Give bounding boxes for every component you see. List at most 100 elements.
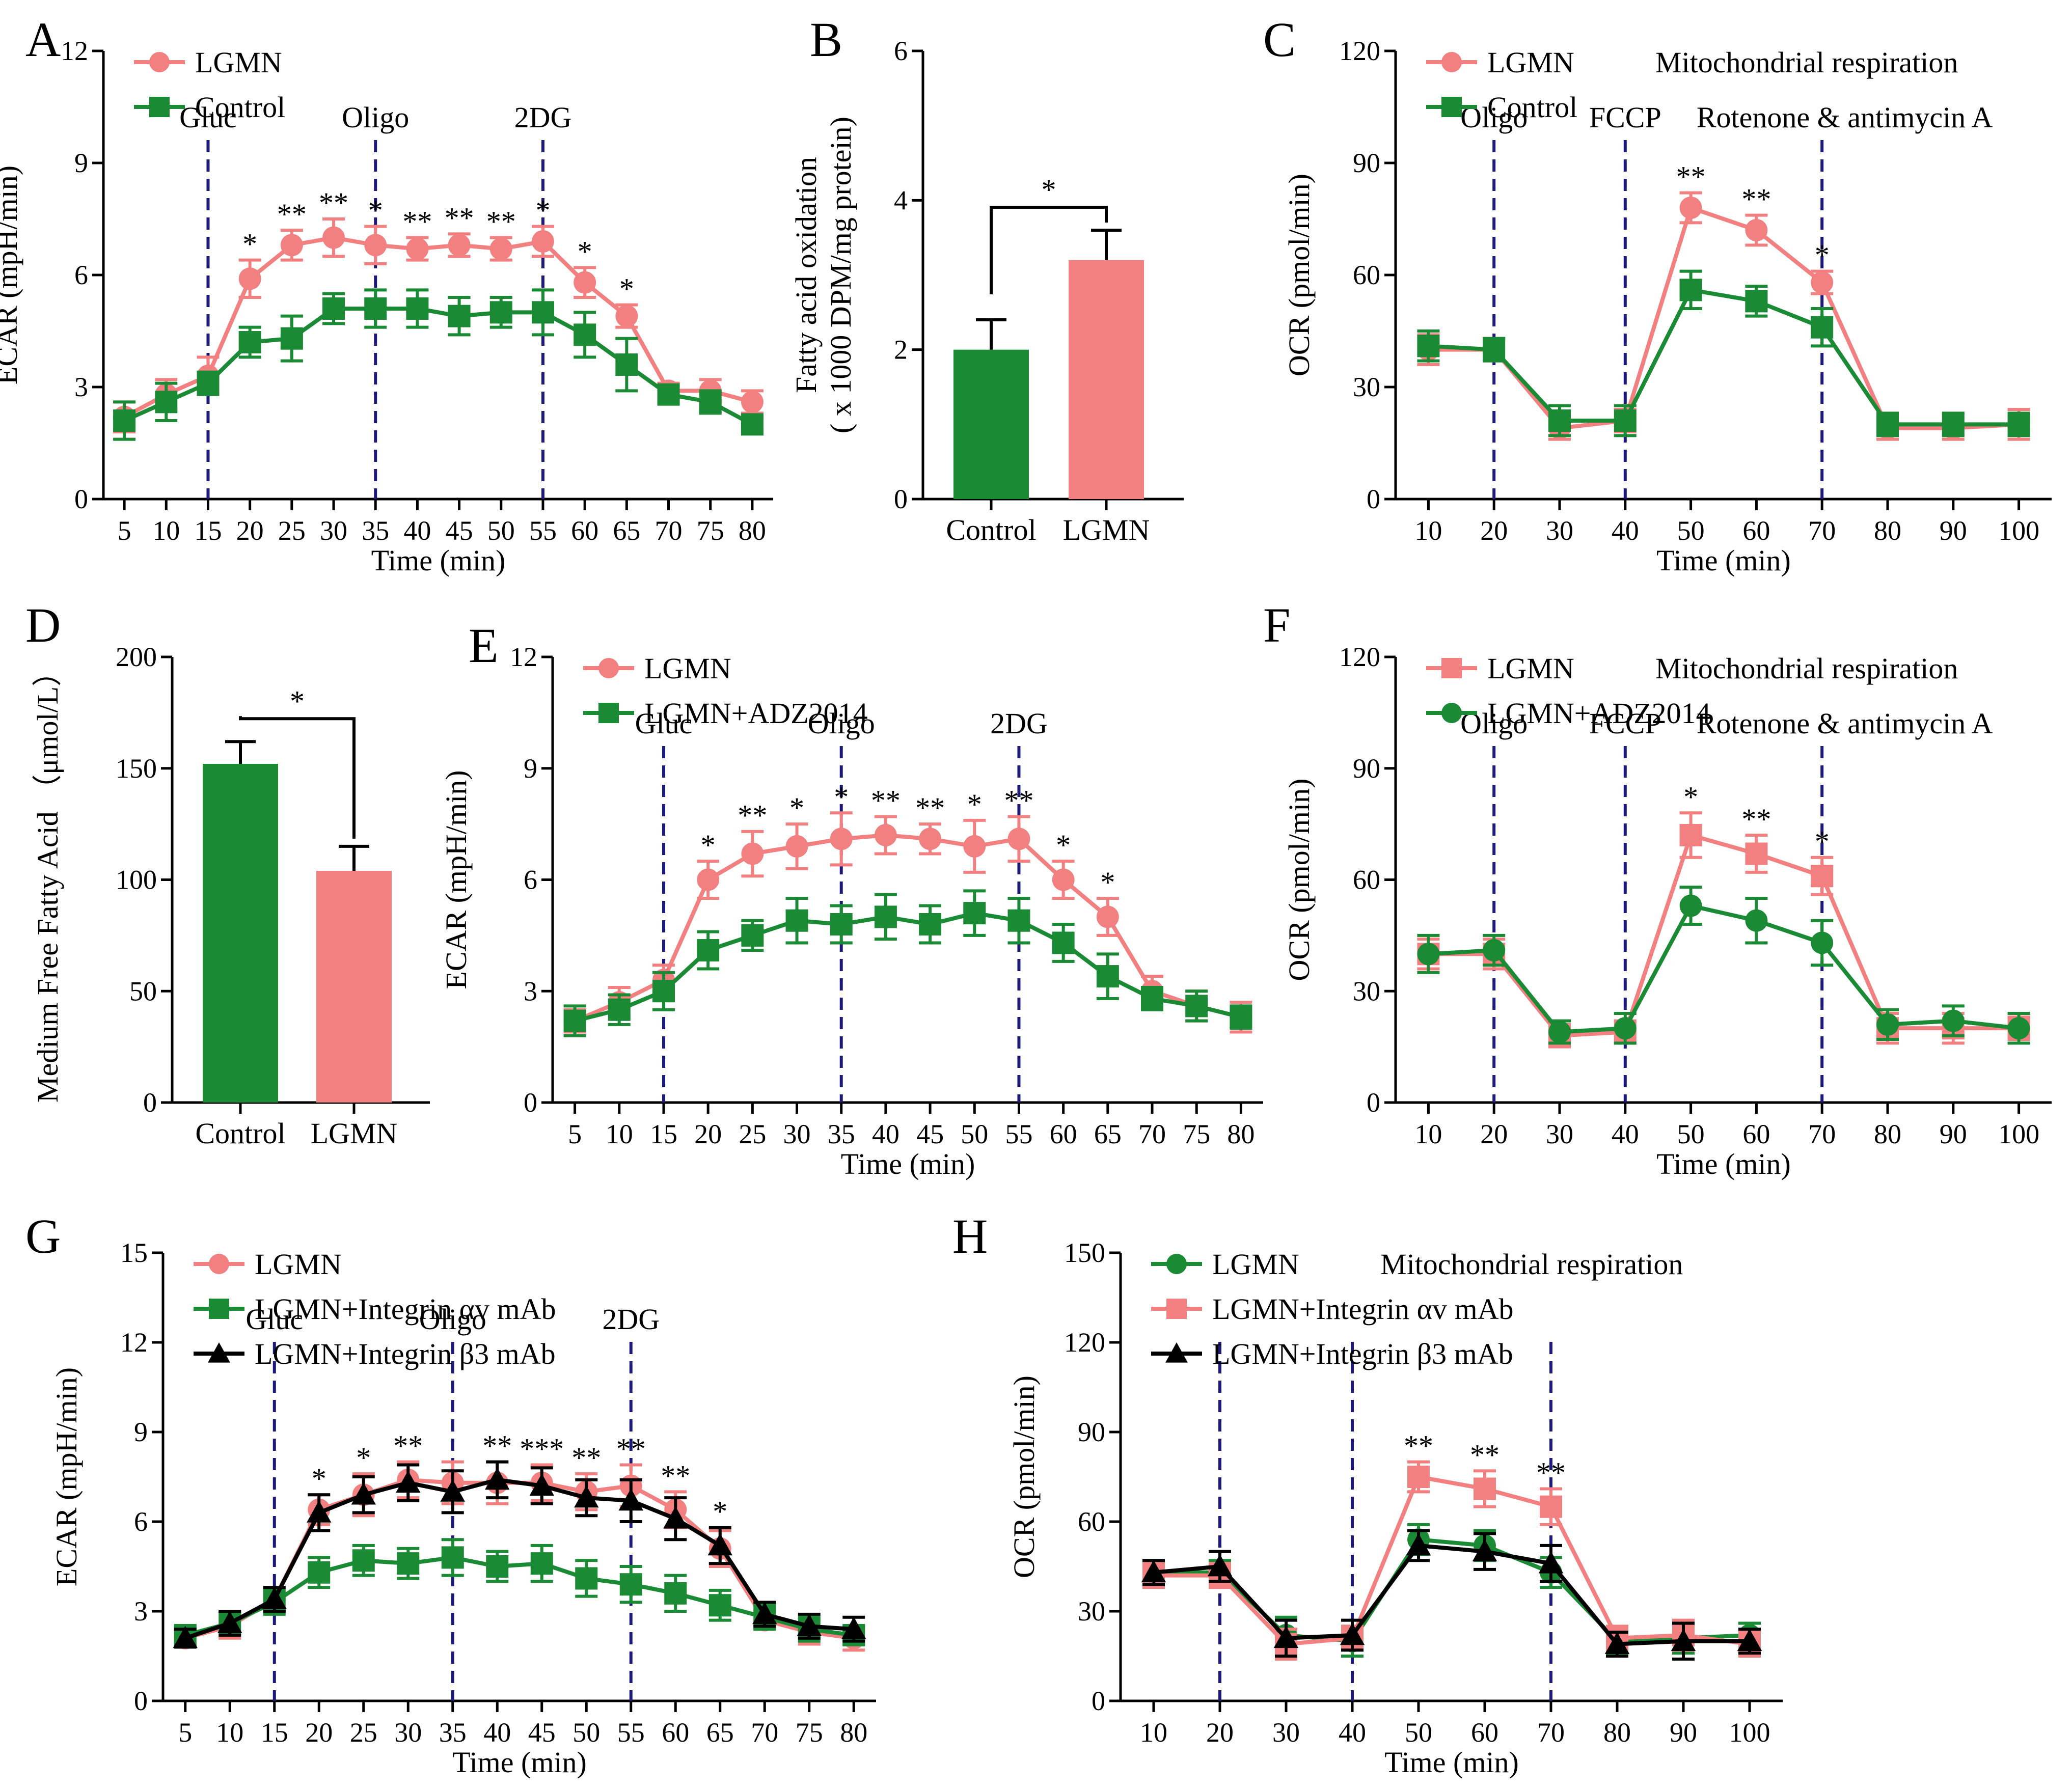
significance-mark: ** — [871, 784, 901, 817]
data-point — [406, 297, 429, 320]
significance-mark: * — [1056, 829, 1071, 862]
legend: LGMN LGMN+Integrin αv mAb LGMN+Integrin β3… — [1151, 1248, 1683, 1370]
data-point — [1745, 909, 1768, 932]
x-tick-label: 70 — [1808, 515, 1836, 546]
data-point — [238, 267, 261, 290]
y-tick-label: 120 — [1064, 1327, 1105, 1358]
data-point — [1273, 1626, 1299, 1648]
data-point — [574, 271, 596, 294]
significance-mark: ** — [1676, 160, 1706, 194]
x-tick-label: 60 — [662, 1717, 689, 1748]
significance-mark: ** — [616, 1433, 646, 1466]
x-tick-label: 60 — [1471, 1717, 1498, 1748]
x-tick-label: 10 — [152, 515, 180, 546]
series-line — [123, 307, 753, 426]
panel-label-a: A — [25, 12, 61, 67]
x-tick-label: 10 — [1140, 1717, 1167, 1748]
injection-label: Oligo — [808, 707, 875, 740]
y-axis-title: ( x 1000 DPM/mg protein) — [824, 117, 857, 433]
data-point — [155, 391, 178, 414]
significance-mark: ** — [319, 186, 348, 219]
x-tick-label: 40 — [1612, 515, 1639, 546]
legend-swatch-marker — [208, 1342, 230, 1363]
y-tick-label: 0 — [1367, 1087, 1380, 1118]
legend-label: LGMN — [255, 1248, 342, 1281]
data-point — [1876, 1013, 1899, 1036]
data-point — [364, 297, 387, 320]
y-tick-label: 0 — [134, 1686, 148, 1716]
x-tick-label: 70 — [1138, 1119, 1166, 1149]
data-point — [1679, 279, 1702, 301]
x-tick-label: 65 — [1094, 1119, 1122, 1149]
y-tick-label: 9 — [524, 753, 537, 784]
data-point — [830, 913, 853, 935]
panel-d: D 0 50 100 150 200 Control LGMN * Medium Free Fat… — [25, 598, 430, 1150]
x-tick-label: 30 — [1546, 515, 1573, 546]
injection-label: 2DG — [990, 707, 1048, 740]
x-tick-label: 40 — [1339, 1717, 1366, 1748]
series-lgmn — [1417, 191, 2030, 441]
y-axis-title: Fatty acid oxidation — [789, 157, 823, 393]
panel-label-f: F — [1263, 598, 1290, 652]
y-tick-label: 0 — [74, 484, 88, 514]
y-tick-label: 9 — [134, 1417, 148, 1447]
legend-label: LGMN+Integrin αv mAb — [1212, 1292, 1513, 1326]
data-point — [741, 842, 764, 865]
x-tick-label: 50 — [572, 1717, 600, 1748]
data-point — [741, 413, 764, 436]
significance-mark: * — [834, 780, 849, 813]
significance-mark: * — [967, 788, 982, 821]
data-point — [1679, 894, 1702, 917]
legend-label: Control — [195, 91, 285, 124]
panel-c: C 0 30 60 90 120 10 20 30 40 50 60 70 80 90 100 Time (mi… — [1263, 12, 2052, 577]
data-point — [1340, 1622, 1365, 1645]
significance-mark: ** — [1470, 1438, 1500, 1471]
data-point — [1811, 316, 1834, 339]
x-tick-label: 90 — [1940, 515, 1967, 546]
data-point — [308, 1561, 331, 1584]
data-point — [699, 391, 722, 414]
panel-label-e: E — [469, 618, 499, 673]
legend: LGMN LGMN+ADZ2014 — [583, 652, 868, 730]
data-point — [489, 301, 512, 324]
data-point — [619, 1573, 642, 1596]
data-point — [1876, 413, 1899, 436]
y-tick-label: 6 — [74, 260, 88, 290]
x-axis-title: Time (min) — [841, 1147, 975, 1180]
y-tick-label: 6 — [524, 865, 537, 895]
data-point — [874, 905, 897, 928]
data-point — [113, 409, 136, 432]
x-tick-label: 20 — [236, 515, 264, 546]
data-point — [406, 237, 429, 260]
data-point — [1141, 987, 1164, 1010]
data-point — [1007, 828, 1030, 850]
legend-swatch-marker — [598, 703, 619, 723]
legend-swatch-marker — [149, 97, 170, 117]
data-point — [1745, 290, 1768, 313]
legend-swatch-marker — [1441, 703, 1462, 723]
x-tick-label: 55 — [1005, 1119, 1032, 1149]
x-tick-label: 100 — [1729, 1717, 1770, 1748]
legend: LGMN LGMN+Integrin αv mAb LGMN+Integrin β3… — [194, 1248, 556, 1370]
data-point — [1007, 909, 1030, 932]
x-tick-label: 80 — [1874, 515, 1901, 546]
data-point — [841, 1617, 866, 1639]
data-point — [485, 1467, 510, 1490]
data-point — [1483, 338, 1506, 361]
data-point — [1604, 1632, 1630, 1654]
data-point — [217, 1611, 242, 1633]
y-tick-label: 50 — [129, 976, 157, 1006]
y-tick-label: 150 — [1064, 1237, 1105, 1268]
x-tick-label: 30 — [783, 1119, 811, 1149]
panel-label-d: D — [25, 598, 61, 652]
x-tick-label: 60 — [1050, 1119, 1077, 1149]
y-tick-label: 30 — [1353, 372, 1380, 402]
significance-mark: *** — [520, 1433, 564, 1466]
data-point — [1942, 1009, 1965, 1032]
y-tick-label: 3 — [74, 372, 88, 402]
x-tick-label: 65 — [706, 1717, 734, 1748]
panel-label-b: B — [810, 12, 842, 67]
series-line — [574, 833, 1242, 1023]
legend-label: LGMN+ADZ2014 — [1487, 697, 1711, 730]
x-tick-label: 55 — [529, 515, 557, 546]
